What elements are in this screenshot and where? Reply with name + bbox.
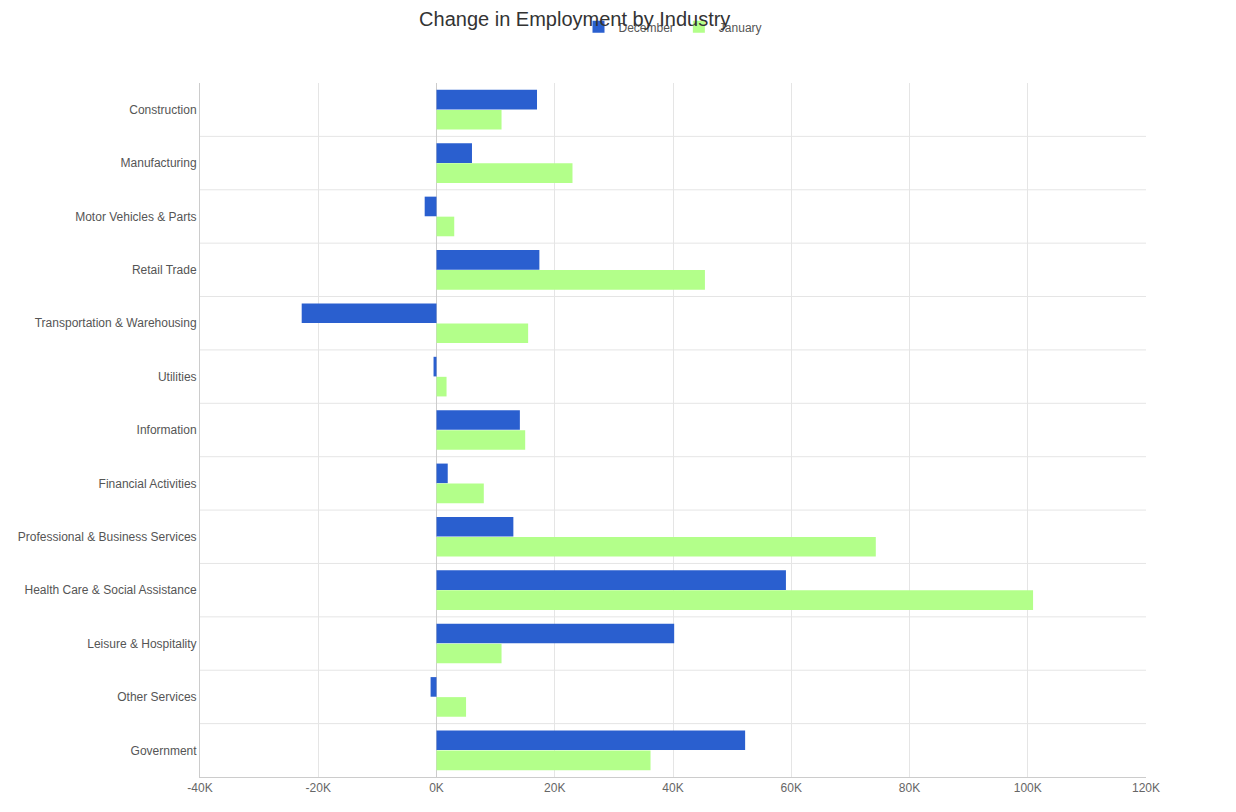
svg-text:Transportation & Warehousing: Transportation & Warehousing [35, 316, 197, 330]
svg-text:-40K: -40K [187, 781, 212, 795]
svg-text:Other Services: Other Services [117, 690, 196, 704]
svg-text:60K: 60K [781, 781, 802, 795]
svg-text:0K: 0K [429, 781, 444, 795]
svg-text:120K: 120K [1132, 781, 1160, 795]
svg-text:20K: 20K [544, 781, 565, 795]
svg-text:Information: Information [137, 423, 197, 437]
svg-text:-20K: -20K [306, 781, 331, 795]
svg-text:100K: 100K [1014, 781, 1042, 795]
svg-text:80K: 80K [899, 781, 920, 795]
svg-text:Government: Government [131, 744, 198, 758]
svg-text:December: December [619, 21, 674, 35]
svg-text:Utilities: Utilities [158, 370, 197, 384]
svg-text:Financial Activities: Financial Activities [99, 477, 197, 491]
svg-text:Motor Vehicles & Parts: Motor Vehicles & Parts [75, 210, 196, 224]
svg-text:Health Care & Social Assistanc: Health Care & Social Assistance [25, 583, 197, 597]
svg-text:Professional & Business Servic: Professional & Business Services [18, 530, 197, 544]
svg-text:Manufacturing: Manufacturing [121, 156, 197, 170]
svg-text:January: January [719, 21, 762, 35]
svg-text:Construction: Construction [129, 103, 196, 117]
svg-text:40K: 40K [662, 781, 683, 795]
svg-text:Leisure & Hospitality: Leisure & Hospitality [87, 637, 196, 651]
svg-text:Change in Employment by Indust: Change in Employment by Industry [419, 8, 730, 30]
svg-text:Retail Trade: Retail Trade [132, 263, 197, 277]
